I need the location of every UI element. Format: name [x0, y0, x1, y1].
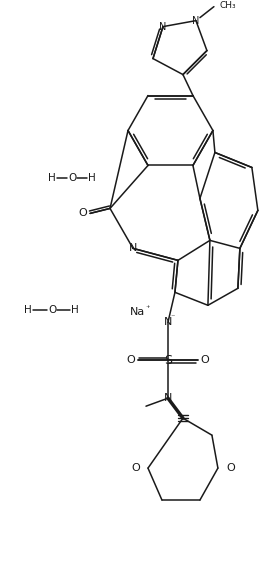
- Text: ⁺: ⁺: [146, 304, 150, 313]
- Text: O: O: [68, 173, 76, 184]
- Text: H: H: [24, 305, 32, 315]
- Text: Na: Na: [130, 307, 145, 317]
- Text: O: O: [201, 355, 209, 366]
- Text: H: H: [48, 173, 56, 184]
- Text: H: H: [88, 173, 96, 184]
- Text: ⁻: ⁻: [171, 313, 175, 322]
- Text: O: O: [48, 305, 56, 315]
- Text: H: H: [71, 305, 79, 315]
- Text: CH₃: CH₃: [220, 1, 236, 10]
- Text: N: N: [164, 393, 172, 403]
- Text: S: S: [164, 353, 172, 367]
- Text: O: O: [226, 463, 235, 473]
- Text: N: N: [129, 243, 137, 253]
- Text: N: N: [159, 22, 167, 31]
- Text: O: O: [127, 355, 135, 366]
- Text: O: O: [79, 208, 87, 219]
- Text: O: O: [131, 463, 140, 473]
- Text: N: N: [192, 15, 200, 26]
- Text: N: N: [164, 317, 172, 327]
